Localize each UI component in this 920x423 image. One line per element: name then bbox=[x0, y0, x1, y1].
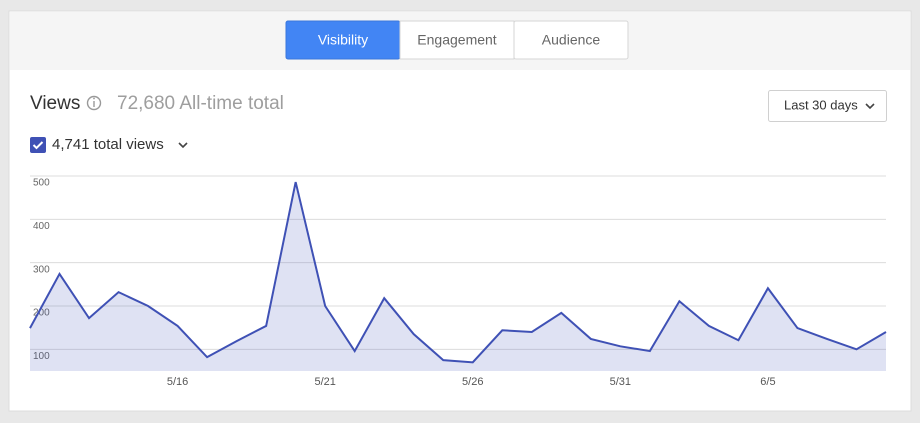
all-time-total: 72,680 All-time total bbox=[117, 93, 284, 114]
range-label: Last 30 days bbox=[784, 97, 858, 112]
y-tick-label: 100 bbox=[33, 351, 50, 362]
tab[interactable] bbox=[513, 20, 629, 60]
range-dropdown[interactable] bbox=[768, 90, 887, 122]
title: Views bbox=[30, 93, 80, 114]
tab-label: Audience bbox=[542, 32, 601, 48]
checkbox[interactable] bbox=[30, 137, 46, 153]
tab-label: Engagement bbox=[417, 32, 497, 48]
x-tick-label: 5/21 bbox=[314, 376, 335, 388]
metric-chevron[interactable] bbox=[178, 142, 188, 149]
dropdown-chevron bbox=[865, 103, 875, 110]
info-icon[interactable] bbox=[86, 95, 102, 111]
y-tick-label: 500 bbox=[33, 178, 50, 189]
x-tick-label: 5/31 bbox=[610, 376, 631, 388]
y-tick-label: 300 bbox=[33, 264, 50, 275]
checkmark bbox=[32, 141, 44, 150]
y-tick-label: 200 bbox=[33, 308, 50, 319]
tab-label: Visibility bbox=[318, 32, 368, 48]
x-tick-label: 5/26 bbox=[462, 376, 483, 388]
x-tick-label: 6/5 bbox=[760, 376, 775, 388]
area bbox=[30, 182, 886, 371]
y-tick-label: 400 bbox=[33, 221, 50, 232]
metric-label: 4,741 total views bbox=[52, 136, 164, 153]
x-tick-label: 5/16 bbox=[167, 376, 188, 388]
line bbox=[29, 181, 887, 364]
chart: 100 200 300 400 500 5/16 5/21 5/26 5/31 6/5 bbox=[29, 175, 887, 388]
card bbox=[8, 10, 912, 412]
